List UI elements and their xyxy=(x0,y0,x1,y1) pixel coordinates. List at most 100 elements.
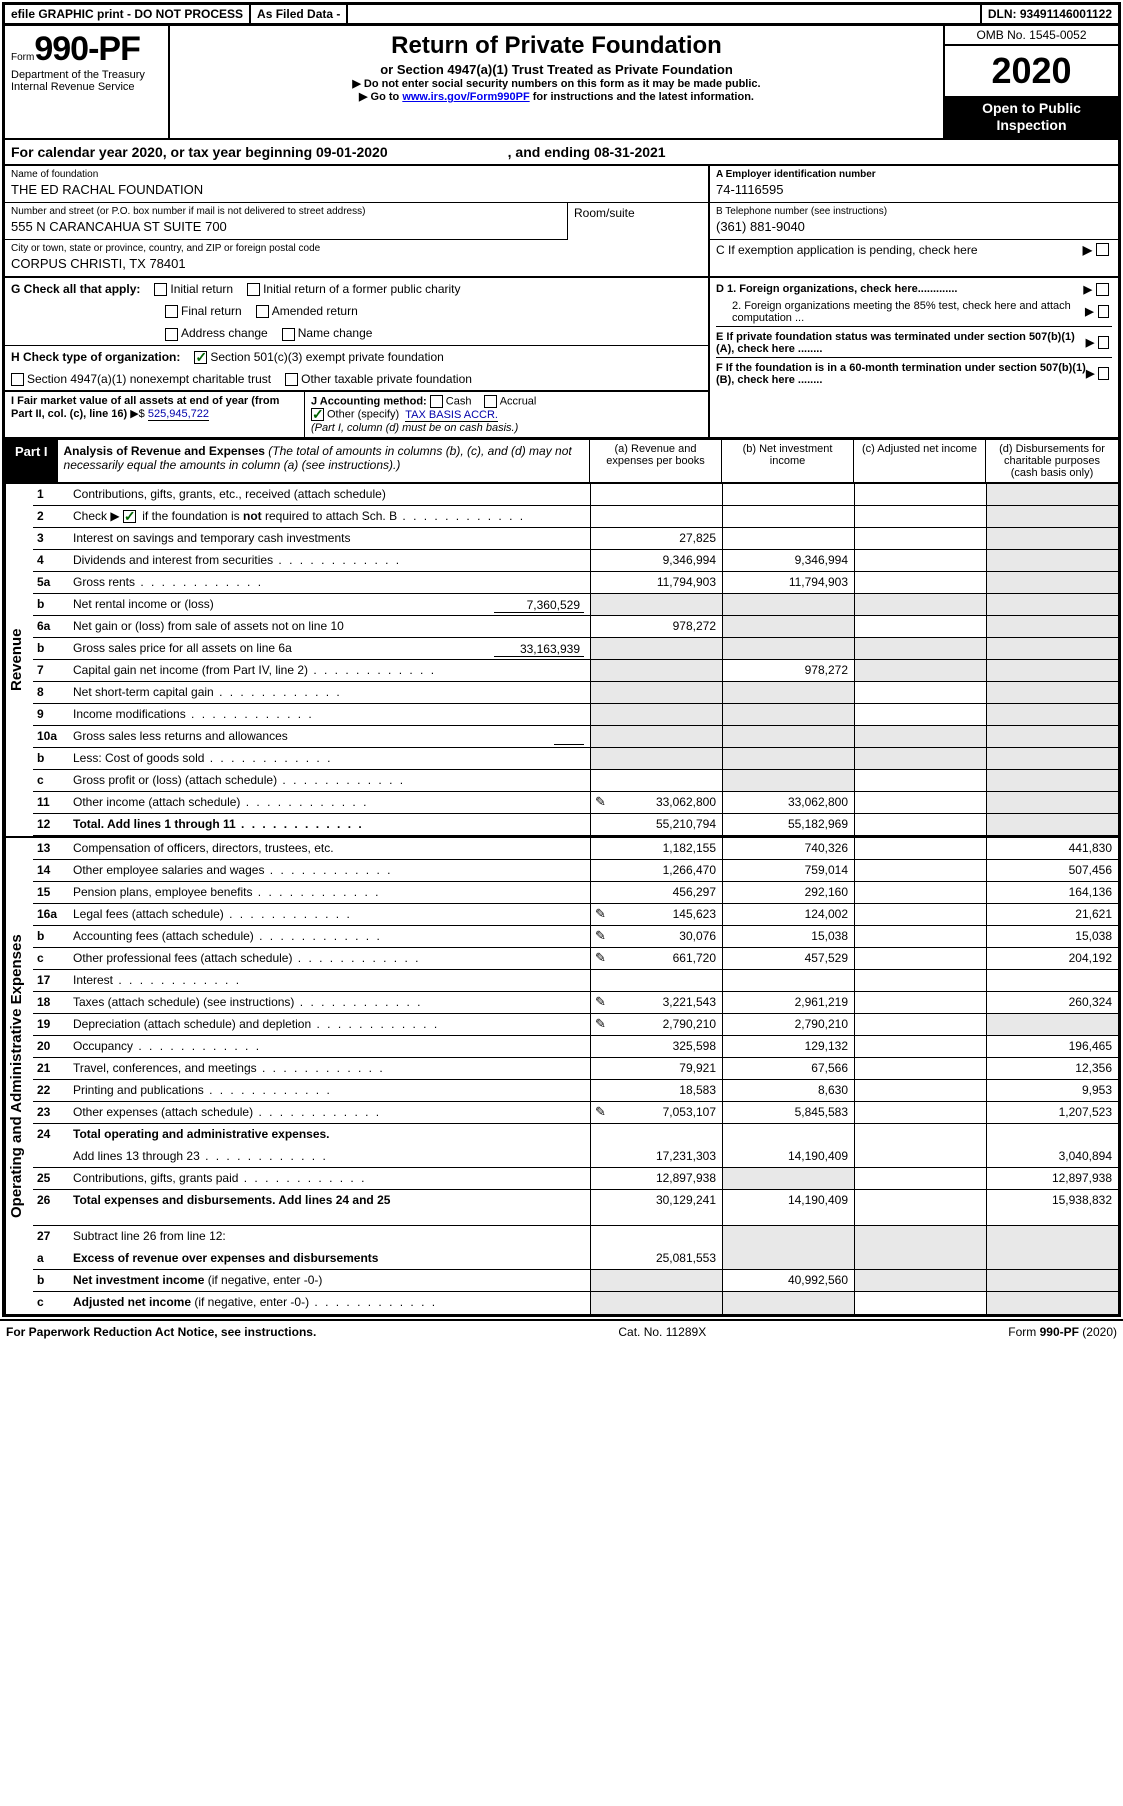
initial-return-checkbox[interactable] xyxy=(154,283,167,296)
g-opt-name: Name change xyxy=(282,326,373,340)
initial-former-checkbox[interactable] xyxy=(247,283,260,296)
line-19: 19Depreciation (attach schedule) and dep… xyxy=(33,1014,1118,1036)
line-13: 13Compensation of officers, directors, t… xyxy=(33,838,1118,860)
dept-label: Department of the Treasury xyxy=(11,69,162,81)
f-checkbox[interactable] xyxy=(1098,367,1109,380)
e-checkbox[interactable] xyxy=(1098,336,1109,349)
revenue-section: Revenue 1Contributions, gifts, grants, e… xyxy=(5,484,1118,836)
d1-row: D 1. Foreign organizations, check here..… xyxy=(716,281,1112,298)
page-footer: For Paperwork Reduction Act Notice, see … xyxy=(0,1319,1123,1343)
foundation-name-cell: Name of foundation THE ED RACHAL FOUNDAT… xyxy=(5,166,708,203)
expenses-rows: 13Compensation of officers, directors, t… xyxy=(33,838,1118,1314)
ein-label: A Employer identification number xyxy=(716,169,1112,180)
line-10b: bLess: Cost of goods sold xyxy=(33,748,1118,770)
accrual-checkbox[interactable] xyxy=(484,395,497,408)
cal-begin: For calendar year 2020, or tax year begi… xyxy=(11,144,388,160)
form-header: Form990-PF Department of the Treasury In… xyxy=(5,26,1118,138)
line-5b: bNet rental income or (loss)7,360,529 xyxy=(33,594,1118,616)
pencil-icon[interactable]: ✎ xyxy=(595,794,606,810)
paperwork-notice: For Paperwork Reduction Act Notice, see … xyxy=(6,1325,316,1339)
line-24: 24Total operating and administrative exp… xyxy=(33,1124,1118,1146)
line-21: 21Travel, conferences, and meetings79,92… xyxy=(33,1058,1118,1080)
line-23: 23Other expenses (attach schedule)✎7,053… xyxy=(33,1102,1118,1124)
d1-checkbox[interactable] xyxy=(1096,283,1109,296)
form-prefix: Form xyxy=(11,52,34,63)
cal-end: , and ending 08-31-2021 xyxy=(508,144,666,160)
line-9: 9Income modifications xyxy=(33,704,1118,726)
line-24-sum: Add lines 13 through 2317,231,30314,190,… xyxy=(33,1146,1118,1168)
header-mid: Return of Private Foundation or Section … xyxy=(170,26,943,138)
line-22: 22Printing and publications18,5838,6309,… xyxy=(33,1080,1118,1102)
line-10c: cGross profit or (loss) (attach schedule… xyxy=(33,770,1118,792)
other-method-checkbox[interactable] xyxy=(311,408,324,421)
other-taxable-checkbox[interactable] xyxy=(285,373,298,386)
gross-sales-value: 33,163,939 xyxy=(494,642,584,657)
line-25: 25Contributions, gifts, grants paid12,89… xyxy=(33,1168,1118,1190)
form-number: 990-PF xyxy=(34,30,140,68)
top-bar: efile GRAPHIC print - DO NOT PROCESS As … xyxy=(5,5,1118,26)
c-checkbox[interactable] xyxy=(1096,243,1109,256)
4947-checkbox[interactable] xyxy=(11,373,24,386)
d1-label: D 1. Foreign organizations, check here..… xyxy=(716,283,957,295)
arrow-icon: ▶ xyxy=(1085,305,1093,318)
pencil-icon[interactable]: ✎ xyxy=(595,928,606,944)
revenue-rows: 1Contributions, gifts, grants, etc., rec… xyxy=(33,484,1118,836)
arrow-icon: ▶ xyxy=(1083,243,1092,257)
exemption-pending-cell: C If exemption application is pending, c… xyxy=(710,240,1118,260)
pencil-icon[interactable]: ✎ xyxy=(595,1016,606,1032)
ghij-block: G Check all that apply: Initial return I… xyxy=(5,278,1118,438)
pencil-icon[interactable]: ✎ xyxy=(595,950,606,966)
d2-checkbox[interactable] xyxy=(1098,305,1109,318)
501c3-checkbox[interactable] xyxy=(194,351,207,364)
amended-checkbox[interactable] xyxy=(256,305,269,318)
ssn-warning: ▶ Do not enter social security numbers o… xyxy=(174,77,939,90)
col-d-header: (d) Disbursements for charitable purpose… xyxy=(986,440,1118,482)
line-1: 1Contributions, gifts, grants, etc., rec… xyxy=(33,484,1118,506)
h-label: H Check type of organization: xyxy=(11,350,180,364)
address-row: Number and street (or P.O. box number if… xyxy=(5,203,708,240)
part1-label: Part I xyxy=(5,440,58,482)
entity-block: Name of foundation THE ED RACHAL FOUNDAT… xyxy=(5,166,1118,278)
final-return-checkbox[interactable] xyxy=(165,305,178,318)
form-footer-id: Form 990-PF (2020) xyxy=(1008,1325,1117,1339)
instructions-link[interactable]: www.irs.gov/Form990PF xyxy=(402,91,529,103)
col-b-header: (b) Net investment income xyxy=(722,440,854,482)
pencil-icon[interactable]: ✎ xyxy=(595,994,606,1010)
room-suite-cell: Room/suite xyxy=(568,203,708,240)
line-14: 14Other employee salaries and wages1,266… xyxy=(33,860,1118,882)
as-filed-label: As Filed Data - xyxy=(251,5,348,23)
header-right: OMB No. 1545-0052 2020 Open to Public In… xyxy=(943,26,1118,138)
city-label: City or town, state or province, country… xyxy=(11,243,702,254)
col-a-header: (a) Revenue and expenses per books xyxy=(590,440,722,482)
fmv-value: 525,945,722 xyxy=(148,408,209,421)
address-change-checkbox[interactable] xyxy=(165,328,178,341)
cash-checkbox[interactable] xyxy=(430,395,443,408)
pencil-icon[interactable]: ✎ xyxy=(595,1104,606,1120)
top-bar-spacer xyxy=(348,5,982,23)
form-title: Return of Private Foundation xyxy=(174,32,939,60)
omb-number: OMB No. 1545-0052 xyxy=(945,26,1118,46)
i-label: I Fair market value of all assets at end… xyxy=(11,395,279,420)
name-change-checkbox[interactable] xyxy=(282,328,295,341)
cash-label: Cash xyxy=(446,396,472,408)
schb-checkbox[interactable] xyxy=(123,510,136,523)
i-arrow: ▶$ xyxy=(130,408,145,420)
street-label: Number and street (or P.O. box number if… xyxy=(11,206,561,217)
g-opt-initial: Initial return xyxy=(154,282,233,296)
part1-header: Part I Analysis of Revenue and Expenses … xyxy=(5,438,1118,484)
revenue-side-label: Revenue xyxy=(5,484,33,836)
h-row: H Check type of organization: Section 50… xyxy=(5,346,708,392)
entity-left: Name of foundation THE ED RACHAL FOUNDAT… xyxy=(5,166,708,276)
line-8: 8Net short-term capital gain xyxy=(33,682,1118,704)
line-3: 3Interest on savings and temporary cash … xyxy=(33,528,1118,550)
pencil-icon[interactable]: ✎ xyxy=(595,906,606,922)
line-2: 2Check ▶ if the foundation is not requir… xyxy=(33,506,1118,528)
irs-label: Internal Revenue Service xyxy=(11,81,162,93)
line-27b: bNet investment income (if negative, ent… xyxy=(33,1270,1118,1292)
line-16b: bAccounting fees (attach schedule)✎30,07… xyxy=(33,926,1118,948)
other-label: Other (specify) xyxy=(327,409,399,421)
efile-notice: efile GRAPHIC print - DO NOT PROCESS xyxy=(5,5,251,23)
g-opt-initial-former: Initial return of a former public charit… xyxy=(247,282,460,296)
cal-spacer xyxy=(388,144,508,160)
g-opt-final: Final return xyxy=(165,304,242,318)
